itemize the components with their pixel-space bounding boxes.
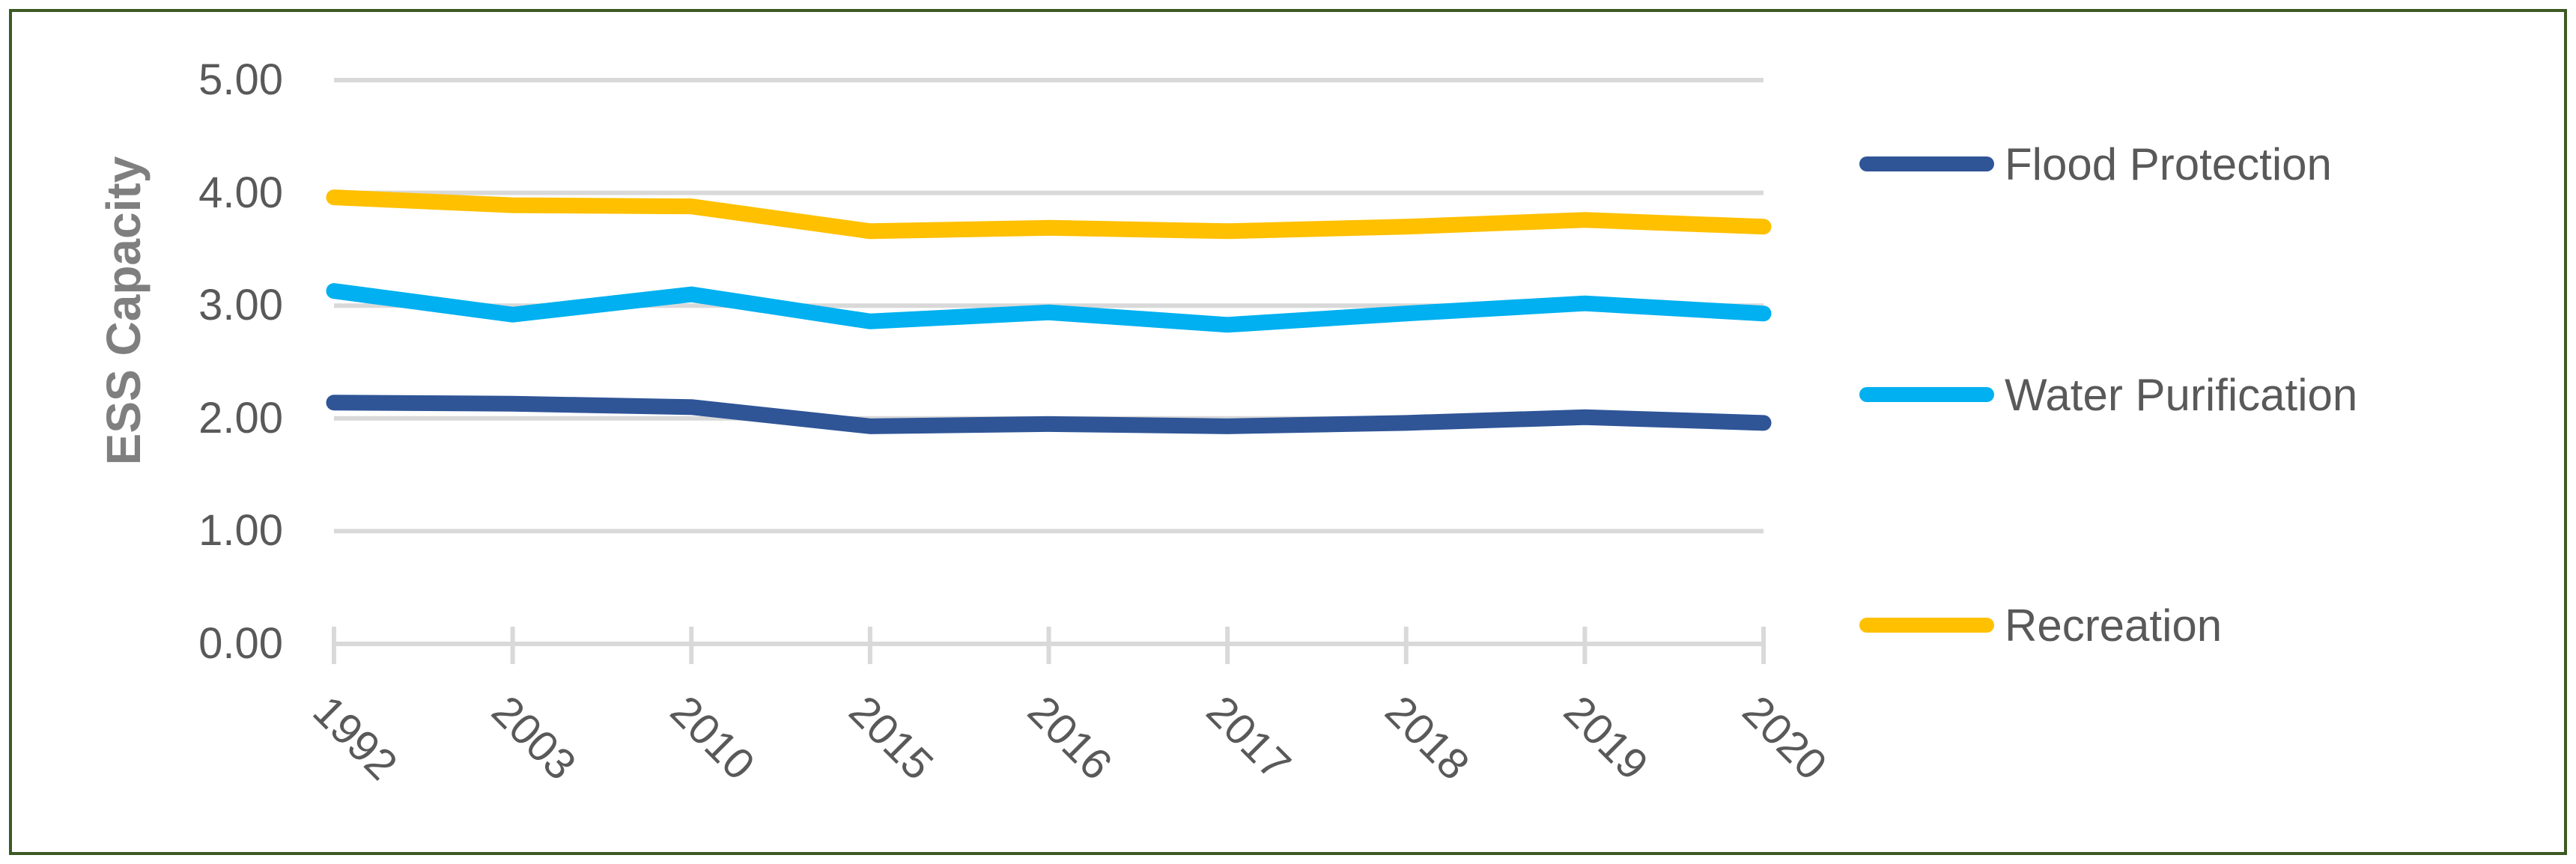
- y-axis-label: 2.00: [198, 393, 283, 442]
- x-axis-label: 2019: [1555, 687, 1657, 789]
- x-axis-label: 2010: [661, 687, 764, 789]
- legend-swatch-flood-protection: [1859, 156, 1994, 171]
- x-axis-label: 2017: [1197, 687, 1300, 789]
- legend-item-flood-protection: Flood Protection: [1859, 139, 2332, 189]
- series-line-recreation: [326, 189, 1772, 240]
- legend-swatch-recreation: [1859, 618, 1994, 633]
- x-axis-label: 2015: [839, 687, 942, 789]
- x-axis-label: 2020: [1734, 687, 1836, 789]
- legend-item-recreation: Recreation: [1859, 600, 2223, 651]
- legend-swatch-water-purification: [1859, 387, 1994, 402]
- x-axis-label: 2016: [1018, 687, 1121, 789]
- legend-label: Water Purification: [2005, 369, 2358, 420]
- x-axis-label: 1992: [304, 687, 407, 789]
- legend-label: Recreation: [2005, 600, 2223, 651]
- y-axis-label: 3.00: [198, 281, 283, 330]
- y-axis-label: 0.00: [198, 619, 283, 668]
- series-line-flood-protection: [326, 395, 1772, 434]
- x-axis-label: 2003: [482, 687, 585, 789]
- y-axis-label: 1.00: [198, 506, 283, 556]
- y-axis-label: 4.00: [198, 168, 283, 217]
- legend-label: Flood Protection: [2005, 139, 2332, 189]
- y-axis-label: 5.00: [198, 55, 283, 104]
- series-line-water-purification: [326, 283, 1772, 333]
- x-axis-label: 2018: [1376, 687, 1478, 789]
- legend-item-water-purification: Water Purification: [1859, 369, 2358, 420]
